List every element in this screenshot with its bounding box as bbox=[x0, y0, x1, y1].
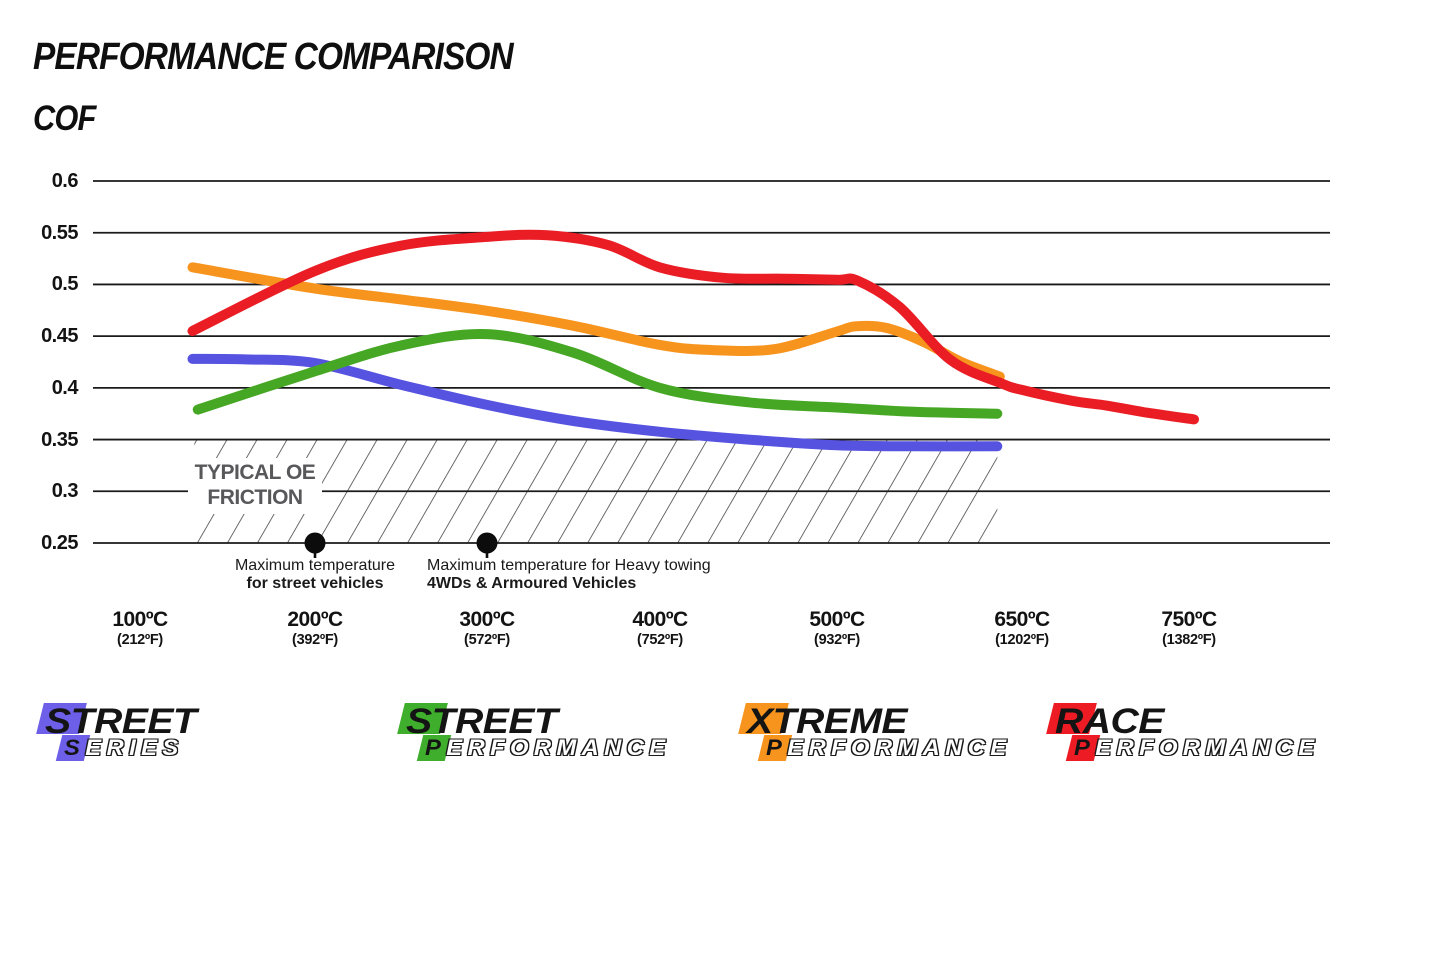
y-tick-label: 0.25 bbox=[41, 532, 78, 554]
y-tick-label: 0.35 bbox=[41, 428, 78, 451]
y-tick-label: 0.45 bbox=[41, 325, 78, 348]
x-tick-label: 500ºC (932ºF) bbox=[809, 608, 865, 648]
logo-word2: SERIES bbox=[64, 735, 184, 760]
street-performance-logo: STREET PERFORMANCE bbox=[397, 700, 737, 764]
logo-word1: STREET bbox=[406, 702, 558, 741]
oe-label-line2: FRICTION bbox=[207, 486, 303, 509]
series-line-xtreme-performance bbox=[187, 262, 1005, 382]
legend-xtreme-performance: XTREME PERFORMANCE High initial bite, ha… bbox=[738, 700, 1038, 764]
annotation-line1: Maximum temperature bbox=[234, 557, 396, 574]
logo-word2: PERFORMANCE bbox=[1074, 735, 1320, 760]
annotation-max-temp-heavy-towing: Maximum temperature for Heavy towing 4WD… bbox=[427, 557, 711, 593]
annotation-line1: Maximum temperature for Heavy towing bbox=[427, 557, 711, 574]
x-tick-label: 100ºC (212ºF) bbox=[112, 608, 168, 648]
typical-oe-friction-label: TYPICAL OE FRICTION bbox=[188, 458, 322, 514]
x-tick-label: 300ºC (572ºF) bbox=[459, 608, 515, 648]
y-tick-label: 0.4 bbox=[51, 376, 79, 399]
logo-word1: RACE bbox=[1055, 702, 1164, 741]
legend-race-performance: RACE PERFORMANCE Optimal braking perform… bbox=[1046, 700, 1391, 764]
annotation-line2: for street vehicles bbox=[246, 575, 384, 592]
annotation-line2: 4WDs & Armoured Vehicles bbox=[427, 575, 637, 592]
series-line-street-series bbox=[187, 353, 1003, 452]
logo-word2: PERFORMANCE bbox=[425, 735, 671, 760]
annotation-marker-2 bbox=[476, 532, 498, 554]
xtreme-performance-logo: XTREME PERFORMANCE bbox=[738, 700, 1038, 764]
logo-word2: PERFORMANCE bbox=[766, 735, 1012, 760]
x-tick-label: 750ºC (1382ºF) bbox=[1161, 608, 1217, 648]
y-tick-label: 0.5 bbox=[51, 273, 79, 296]
page-title: PERFORMANCE COMPARISON bbox=[33, 36, 514, 78]
annotation-marker-1 bbox=[304, 532, 326, 554]
logo-word1: STREET bbox=[45, 702, 197, 741]
y-tick-label: 0.55 bbox=[41, 221, 78, 244]
legend-street-series: STREET SERIES Consistent braking perform… bbox=[36, 700, 381, 764]
x-tick-label: 400ºC (752ºF) bbox=[632, 608, 688, 648]
x-tick-label: 200ºC (392ºF) bbox=[287, 608, 343, 648]
oe-label-line1: TYPICAL OE bbox=[194, 461, 316, 484]
y-tick-label: 0.6 bbox=[51, 170, 79, 192]
legend-street-performance: STREET PERFORMANCE Superior braking perf… bbox=[397, 700, 737, 764]
y-axis-title: COF bbox=[33, 99, 96, 138]
x-tick-label: 650ºC (1202ºF) bbox=[994, 608, 1050, 648]
logo-word1: XTREME bbox=[747, 702, 908, 741]
series-line-street-performance bbox=[192, 328, 1003, 419]
race-performance-logo: RACE PERFORMANCE bbox=[1046, 700, 1391, 764]
series-line-race-performance bbox=[187, 229, 1199, 425]
street-series-logo: STREET SERIES bbox=[36, 700, 381, 764]
annotation-max-temp-street: Maximum temperature for street vehicles bbox=[235, 557, 395, 593]
y-tick-label: 0.3 bbox=[51, 480, 79, 503]
